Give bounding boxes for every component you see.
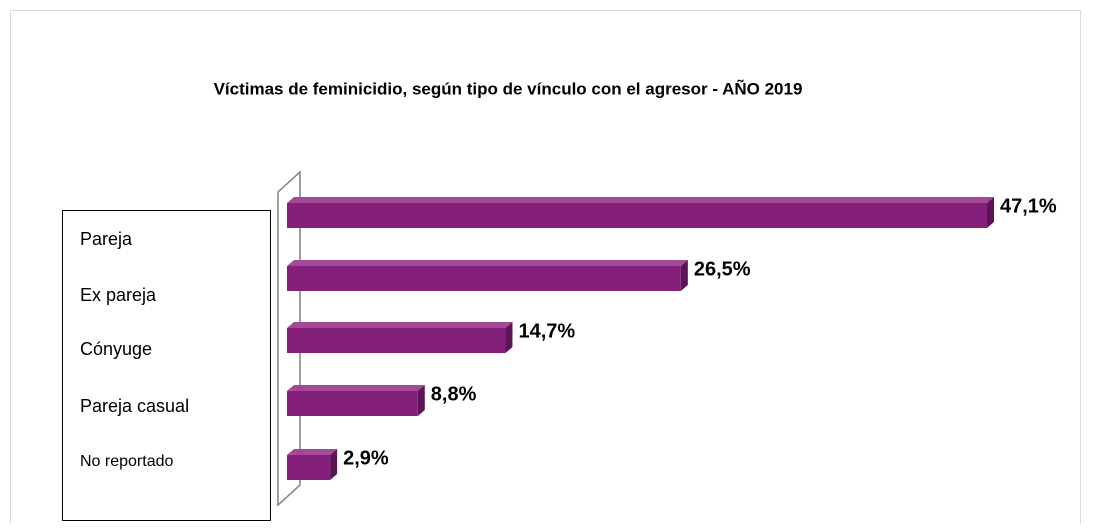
bar (287, 266, 681, 291)
bar-side (987, 197, 994, 228)
bar (287, 391, 418, 416)
bar (287, 455, 331, 480)
bar (287, 203, 987, 228)
bar-side (505, 322, 513, 353)
category-label: No reportado (80, 453, 173, 470)
category-label: Pareja casual (80, 396, 189, 416)
value-label: 47,1% (1000, 195, 1057, 217)
bar-top (287, 385, 425, 391)
bar-top (287, 322, 513, 328)
bar-top (287, 260, 688, 266)
bar-top (287, 197, 994, 203)
bar-side (417, 385, 425, 416)
chart-title: Víctimas de feminicidio, según tipo de v… (214, 78, 803, 98)
bar-side (680, 260, 688, 291)
value-label: 14,7% (518, 320, 575, 342)
value-label: 2,9% (343, 447, 389, 469)
bar (287, 328, 506, 353)
value-label: 8,8% (431, 383, 477, 405)
bar-top (287, 449, 338, 455)
category-box (62, 210, 271, 521)
category-label: Cónyuge (80, 339, 152, 359)
category-label: Pareja (80, 229, 133, 249)
value-label: 26,5% (694, 258, 751, 280)
bar-side (330, 449, 338, 480)
category-label: Ex pareja (80, 285, 157, 305)
